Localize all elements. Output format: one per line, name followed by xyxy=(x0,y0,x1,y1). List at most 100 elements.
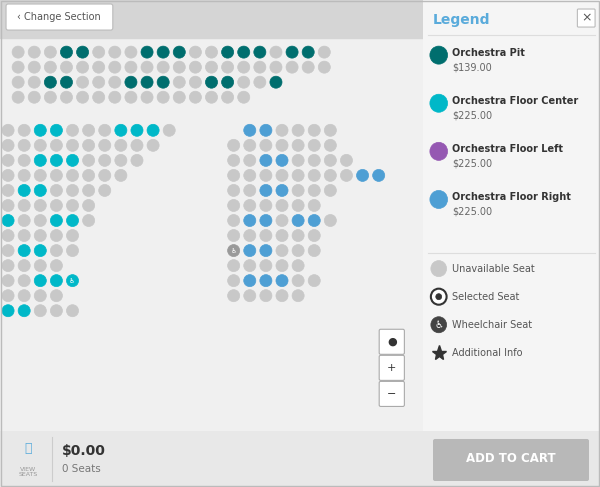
Circle shape xyxy=(260,124,272,136)
Circle shape xyxy=(244,229,256,242)
Circle shape xyxy=(2,275,14,287)
Circle shape xyxy=(141,46,153,58)
Circle shape xyxy=(276,124,288,136)
Circle shape xyxy=(2,185,14,196)
Circle shape xyxy=(2,139,14,151)
Circle shape xyxy=(77,46,89,58)
Text: Orchestra Floor Center: Orchestra Floor Center xyxy=(452,96,579,106)
Circle shape xyxy=(308,214,320,226)
Circle shape xyxy=(260,290,272,301)
Circle shape xyxy=(18,214,30,226)
Text: 🛒: 🛒 xyxy=(24,443,32,455)
Circle shape xyxy=(34,290,46,301)
Circle shape xyxy=(50,200,62,211)
Circle shape xyxy=(325,185,337,196)
Circle shape xyxy=(276,185,288,196)
Circle shape xyxy=(61,61,73,73)
Circle shape xyxy=(67,139,79,151)
Circle shape xyxy=(244,154,256,167)
FancyBboxPatch shape xyxy=(379,329,404,355)
Circle shape xyxy=(67,229,79,242)
Circle shape xyxy=(190,91,202,103)
Circle shape xyxy=(227,260,240,272)
Circle shape xyxy=(292,290,304,301)
Circle shape xyxy=(431,317,446,333)
Circle shape xyxy=(325,154,337,167)
Text: Unavailable Seat: Unavailable Seat xyxy=(452,263,535,274)
Circle shape xyxy=(34,275,46,287)
Circle shape xyxy=(67,200,79,211)
FancyBboxPatch shape xyxy=(379,381,404,407)
Circle shape xyxy=(238,46,250,58)
Circle shape xyxy=(50,260,62,272)
Circle shape xyxy=(44,91,56,103)
Circle shape xyxy=(18,154,30,167)
Circle shape xyxy=(292,185,304,196)
Circle shape xyxy=(109,91,121,103)
Circle shape xyxy=(163,124,175,136)
Circle shape xyxy=(99,139,111,151)
Circle shape xyxy=(221,91,233,103)
Circle shape xyxy=(61,46,73,58)
Circle shape xyxy=(2,229,14,242)
Circle shape xyxy=(238,91,250,103)
Circle shape xyxy=(92,61,105,73)
Circle shape xyxy=(61,76,73,88)
Circle shape xyxy=(276,200,288,211)
FancyBboxPatch shape xyxy=(577,9,595,27)
Circle shape xyxy=(308,154,320,167)
Circle shape xyxy=(141,76,153,88)
Circle shape xyxy=(50,290,62,301)
Circle shape xyxy=(318,61,331,73)
Circle shape xyxy=(292,169,304,182)
Text: $225.00: $225.00 xyxy=(452,206,493,217)
Text: Additional Info: Additional Info xyxy=(452,348,523,358)
Circle shape xyxy=(431,261,446,277)
Circle shape xyxy=(147,124,159,136)
Circle shape xyxy=(436,294,442,300)
Circle shape xyxy=(308,200,320,211)
Circle shape xyxy=(244,244,256,257)
Circle shape xyxy=(260,244,272,257)
Circle shape xyxy=(115,124,127,136)
Circle shape xyxy=(373,169,385,182)
Circle shape xyxy=(260,139,272,151)
Circle shape xyxy=(83,124,95,136)
Circle shape xyxy=(173,46,185,58)
FancyBboxPatch shape xyxy=(433,439,589,481)
Circle shape xyxy=(430,46,448,64)
Circle shape xyxy=(18,290,30,301)
Circle shape xyxy=(238,61,250,73)
Circle shape xyxy=(109,76,121,88)
Circle shape xyxy=(34,260,46,272)
Circle shape xyxy=(308,169,320,182)
Circle shape xyxy=(227,290,240,301)
Circle shape xyxy=(109,46,121,58)
Circle shape xyxy=(50,275,62,287)
Circle shape xyxy=(141,61,153,73)
Circle shape xyxy=(308,185,320,196)
Circle shape xyxy=(77,91,89,103)
Circle shape xyxy=(270,76,282,88)
Text: ‹ Change Section: ‹ Change Section xyxy=(17,12,100,22)
Circle shape xyxy=(227,229,240,242)
Circle shape xyxy=(238,76,250,88)
Circle shape xyxy=(276,169,288,182)
Circle shape xyxy=(302,46,314,58)
Circle shape xyxy=(430,142,448,160)
Text: Orchestra Pit: Orchestra Pit xyxy=(452,48,526,58)
Circle shape xyxy=(28,91,40,103)
Circle shape xyxy=(340,169,353,182)
Circle shape xyxy=(157,46,169,58)
Circle shape xyxy=(34,305,46,317)
Text: $225.00: $225.00 xyxy=(452,110,493,120)
Circle shape xyxy=(2,260,14,272)
Circle shape xyxy=(50,139,62,151)
Circle shape xyxy=(50,244,62,257)
Circle shape xyxy=(67,185,79,196)
Circle shape xyxy=(227,154,240,167)
Circle shape xyxy=(83,185,95,196)
Circle shape xyxy=(67,214,79,226)
Circle shape xyxy=(83,139,95,151)
Circle shape xyxy=(221,61,233,73)
